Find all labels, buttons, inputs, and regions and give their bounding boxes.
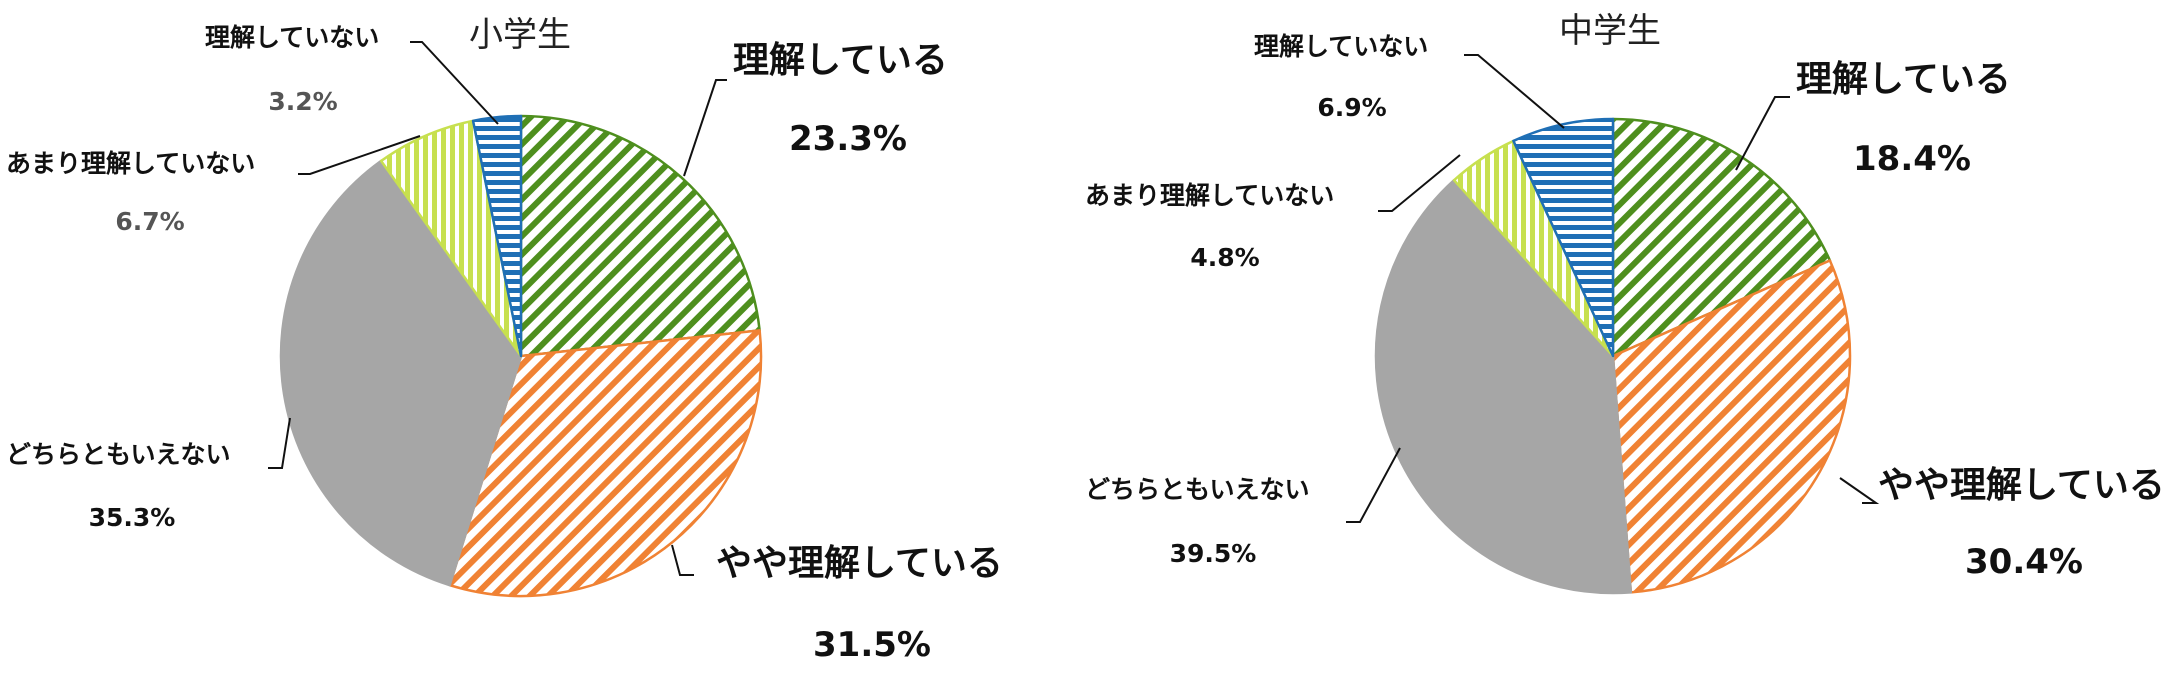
value-label: 3.2% — [268, 87, 337, 116]
leader-line — [410, 41, 499, 125]
value-label: 18.4% — [1853, 139, 1971, 179]
slice-label: あまり理解していない — [1085, 181, 1334, 210]
chart-title: 中学生 — [1559, 11, 1661, 51]
slice-label: あまり理解していない — [6, 149, 255, 178]
leader-line — [671, 544, 694, 576]
slice-somewhat-understand — [1611, 259, 1852, 594]
slice-neither — [279, 159, 523, 587]
leader-line — [298, 135, 421, 175]
slice-label: 理解していない — [1254, 32, 1428, 61]
slice-not-understand — [471, 114, 523, 358]
leader-line — [1346, 447, 1401, 523]
slice-label: やや理解している — [1878, 465, 2165, 506]
slice-not-understand — [1512, 117, 1615, 358]
slice-label: どちらともいえない — [6, 440, 231, 469]
slice-label: 理解している — [1796, 59, 2011, 100]
value-label: 31.5% — [813, 625, 931, 665]
slice-somewhat-understand — [448, 329, 763, 598]
junior-high-pie — [1374, 117, 1852, 595]
leader-line — [1464, 54, 1565, 129]
slice-label: どちらともいえない — [1085, 475, 1310, 504]
leader-line — [1378, 154, 1461, 212]
chart-title: 小学生 — [469, 15, 571, 55]
leader-line — [683, 79, 727, 177]
leader-line — [1839, 477, 1880, 504]
slice-label: やや理解している — [716, 543, 1003, 584]
slice-label: 理解している — [733, 40, 948, 81]
value-label: 30.4% — [1965, 542, 2083, 582]
elementary-pie — [279, 114, 763, 598]
value-label: 23.3% — [789, 119, 907, 159]
slice-understand — [519, 114, 761, 358]
value-label: 6.9% — [1317, 93, 1386, 122]
slice-neither — [1374, 178, 1633, 595]
leader-line — [1735, 96, 1790, 171]
slice-label: 理解していない — [205, 23, 379, 52]
value-label: 39.5% — [1170, 539, 1257, 568]
value-label: 35.3% — [89, 503, 176, 532]
value-label: 6.7% — [115, 207, 184, 236]
leader-line — [268, 417, 291, 469]
value-label: 4.8% — [1190, 243, 1259, 272]
